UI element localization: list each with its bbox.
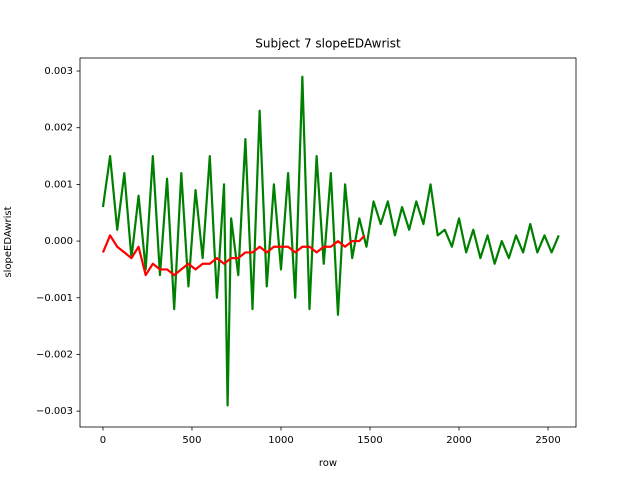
x-axis-label: row — [319, 458, 337, 469]
data-line — [101, 234, 366, 277]
chart-title: Subject 7 slopeEDAwrist — [255, 37, 401, 51]
x-tick-label: 2500 — [535, 435, 560, 446]
y-axis-label: slopeEDAwrist — [3, 206, 14, 277]
x-tick-label: 1500 — [357, 435, 382, 446]
y-tick-label: −0.003 — [36, 406, 73, 417]
y-tick-label: 0.003 — [44, 66, 73, 77]
y-tick-label: −0.001 — [36, 293, 73, 304]
x-tick-label: 500 — [182, 435, 201, 446]
data-line — [101, 75, 560, 407]
x-tick-label: 1000 — [268, 435, 293, 446]
x-tick-label: 0 — [100, 435, 106, 446]
y-tick-label: −0.002 — [36, 349, 73, 360]
y-tick-label: 0.001 — [44, 179, 73, 190]
y-tick-label: 0.002 — [44, 123, 73, 134]
y-tick-label: 0.000 — [44, 236, 73, 247]
x-tick-label: 2000 — [446, 435, 471, 446]
plot-frame — [79, 57, 577, 428]
